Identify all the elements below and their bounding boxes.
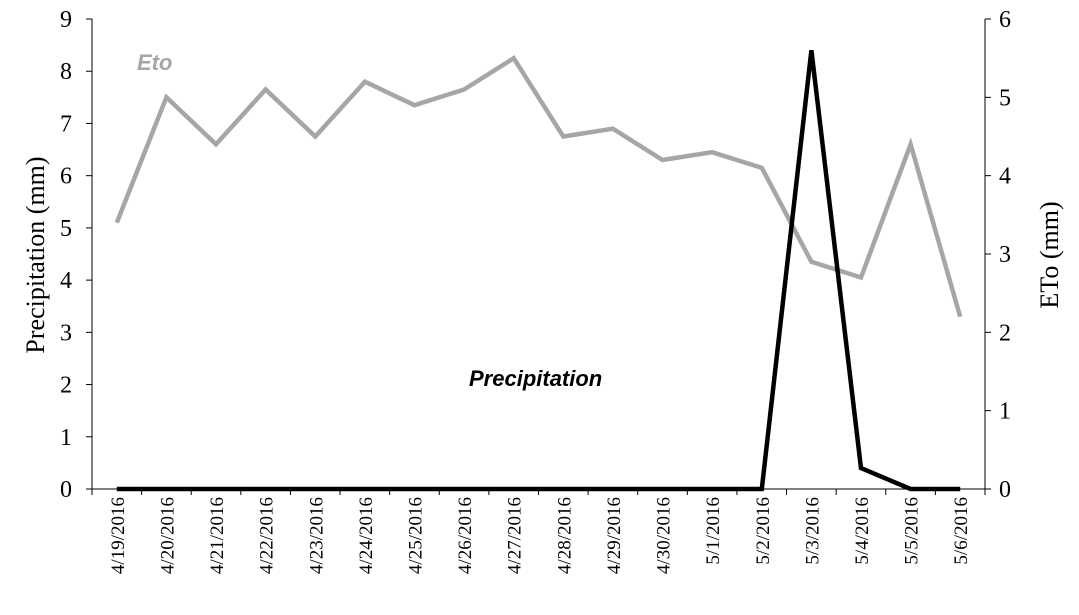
y-right-tick-label: 4 xyxy=(999,164,1011,190)
x-ticks: 4/19/2016 4/20/2016 4/21/2016 4/22/2016 4/23… xyxy=(91,489,986,574)
y-left-tick-label: 9 xyxy=(60,7,72,33)
eto-series-label: Eto xyxy=(137,50,172,75)
x-tick-label: 4/22/2016 xyxy=(257,497,278,574)
x-tick-label: 4/19/2016 xyxy=(108,497,129,574)
y-left-tick-label: 6 xyxy=(60,164,72,190)
x-tick-label: 5/3/2016 xyxy=(802,497,823,565)
y-right-tick-label: 3 xyxy=(999,242,1011,268)
x-tick-label: 4/30/2016 xyxy=(654,497,675,574)
series-layer xyxy=(114,50,963,492)
y-left-tick-label: 0 xyxy=(60,477,72,503)
y-left-tick-label: 8 xyxy=(60,59,72,85)
y-right-axis-title: ETo (mm) xyxy=(1035,201,1064,308)
y-left-tick-label: 2 xyxy=(60,373,72,399)
x-tick-label: 4/24/2016 xyxy=(356,497,377,574)
y-left-ticks: 0 1 2 3 4 5 6 7 8 9 xyxy=(60,7,92,503)
axes xyxy=(91,19,986,490)
x-tick-label: 4/26/2016 xyxy=(455,497,476,574)
eto-series-line xyxy=(114,55,963,318)
y-right-tick-label: 6 xyxy=(999,7,1011,33)
y-right-tick-label: 0 xyxy=(999,477,1011,503)
y-right-tick-label: 1 xyxy=(999,399,1011,425)
precipitation-series-label: Precipitation xyxy=(469,366,602,391)
y-left-tick-label: 4 xyxy=(60,268,72,294)
x-tick-label: 4/21/2016 xyxy=(207,497,228,574)
x-tick-label: 5/5/2016 xyxy=(902,497,923,565)
x-tick-label: 4/23/2016 xyxy=(306,497,327,574)
x-tick-label: 4/25/2016 xyxy=(405,497,426,574)
x-tick-label: 5/2/2016 xyxy=(753,497,774,565)
y-left-tick-label: 7 xyxy=(60,111,72,137)
y-right-tick-label: 2 xyxy=(999,320,1011,346)
x-tick-label: 4/20/2016 xyxy=(157,497,178,574)
y-left-tick-label: 1 xyxy=(60,425,72,451)
y-right-tick-label: 5 xyxy=(999,85,1011,111)
y-left-tick-label: 3 xyxy=(60,320,72,346)
x-tick-label: 4/29/2016 xyxy=(604,497,625,574)
x-tick-label: 4/27/2016 xyxy=(505,497,526,574)
y-left-axis-title: Precipitation (mm) xyxy=(21,156,50,353)
x-tick-label: 5/1/2016 xyxy=(703,497,724,565)
x-tick-label: 5/6/2016 xyxy=(951,497,972,565)
precipitation-series-line xyxy=(116,50,961,492)
y-right-ticks: 0 1 2 3 4 5 6 xyxy=(985,7,1011,503)
x-tick-label: 4/28/2016 xyxy=(554,497,575,574)
x-tick-label: 5/4/2016 xyxy=(852,497,873,565)
y-left-tick-label: 5 xyxy=(60,216,72,242)
